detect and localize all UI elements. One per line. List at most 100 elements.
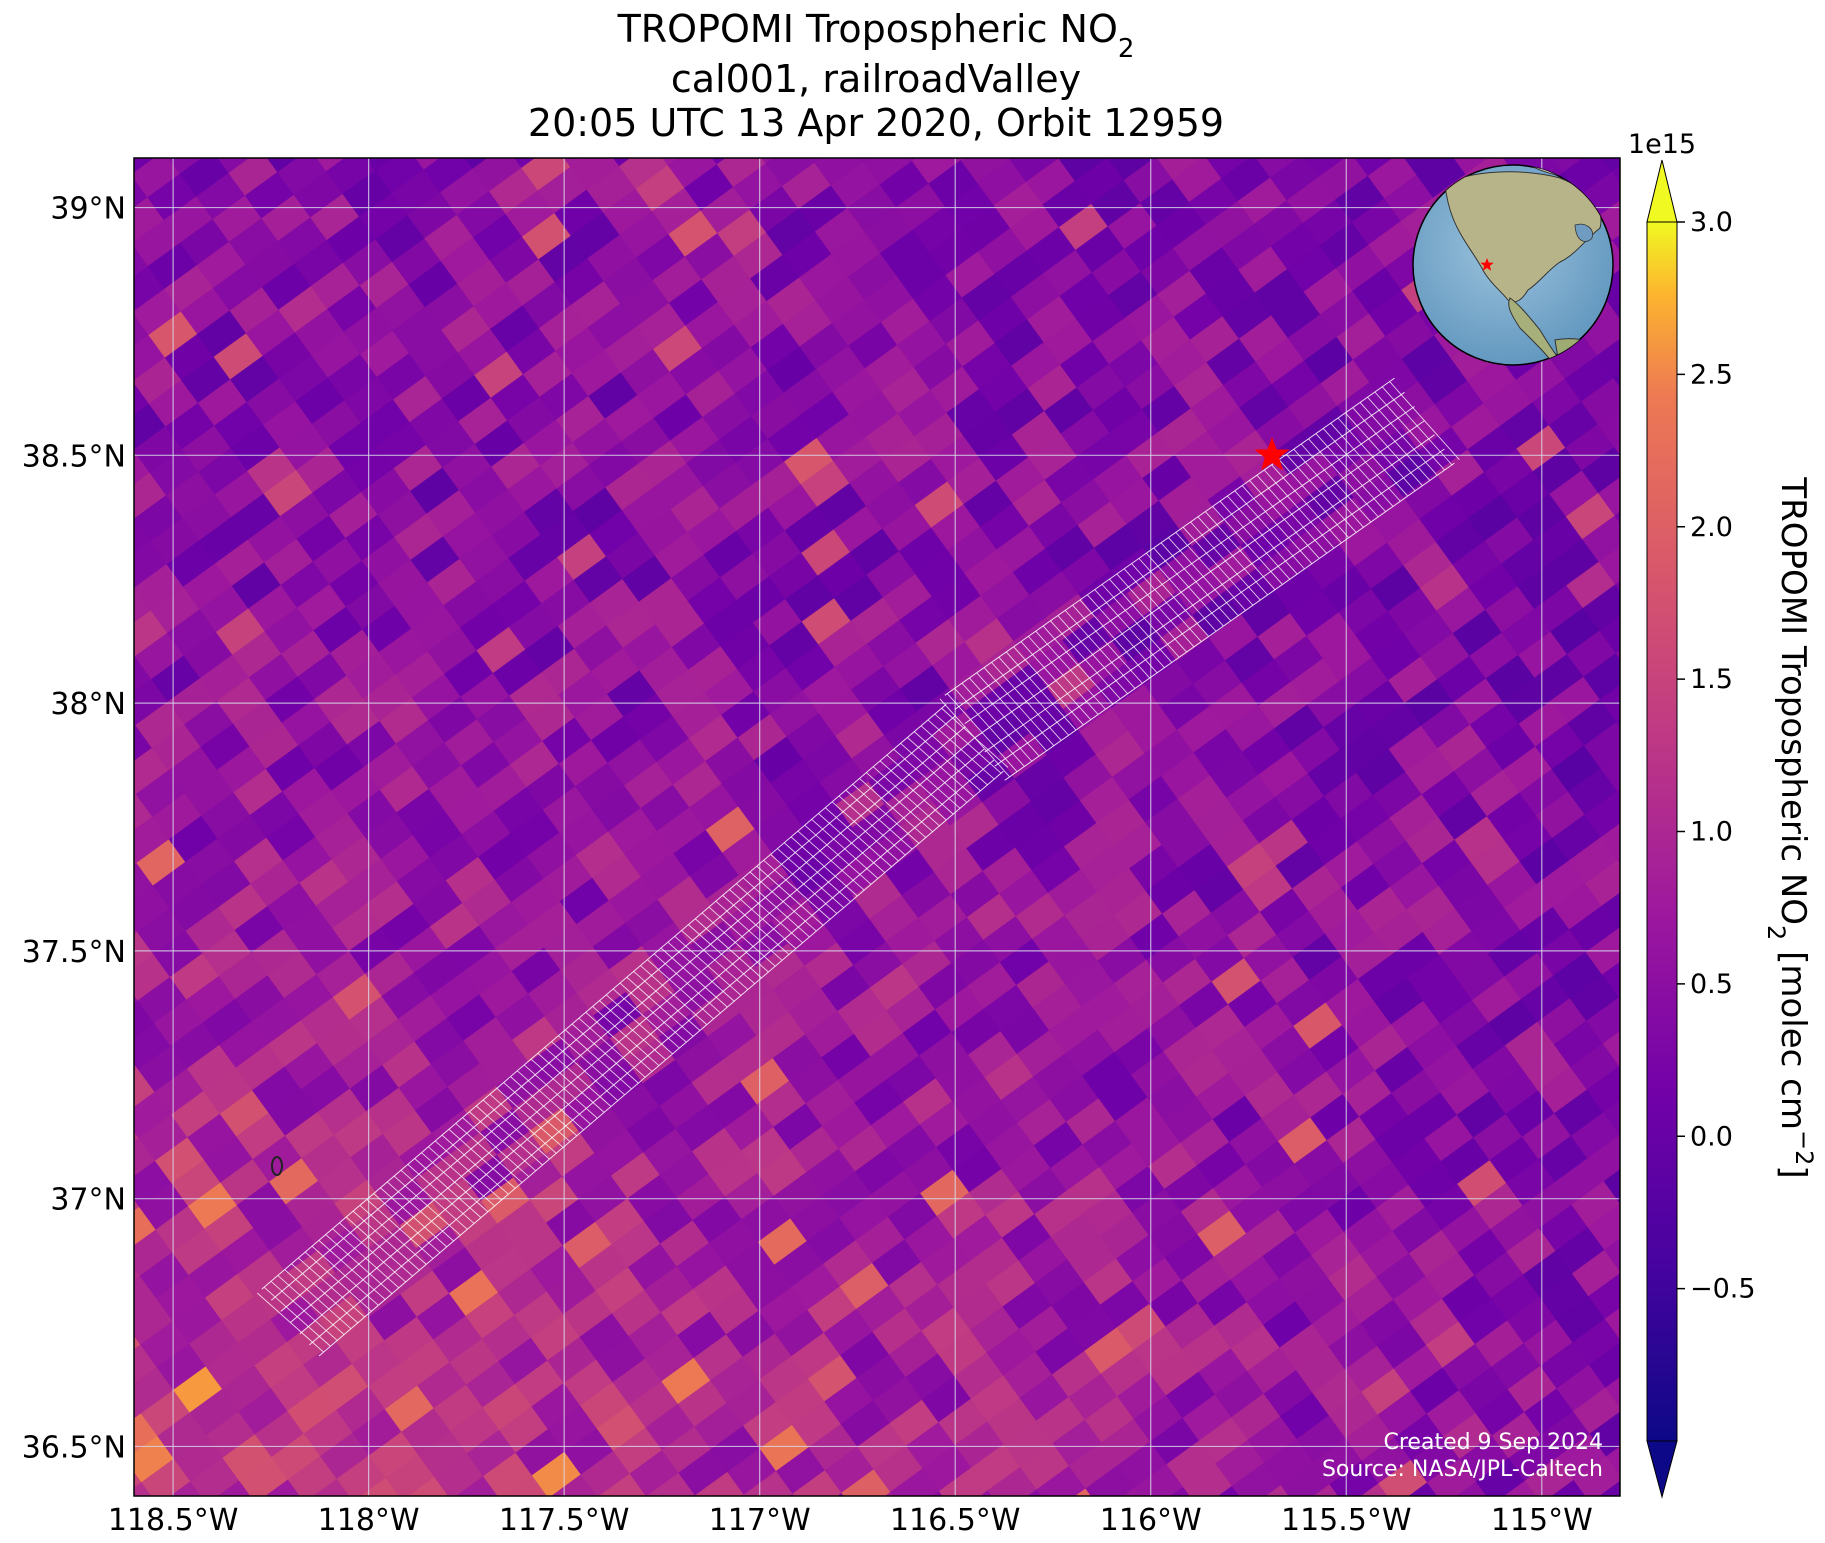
no2-pixel	[1612, 79, 1661, 125]
swath-line	[517, 1070, 584, 1131]
swath-line	[984, 434, 1435, 753]
swath-line	[770, 854, 838, 914]
swath-line	[879, 760, 947, 821]
no2-pixel	[70, 611, 119, 657]
swath-line	[414, 1158, 482, 1218]
swath-line	[797, 830, 865, 891]
latitude-axis: 39°N 38.5°N 38°N 37.5°N 37°N 36.5°N	[22, 192, 126, 1466]
no2-pixel	[134, 1130, 140, 1143]
no2-pixel	[69, 474, 118, 520]
swath-line	[667, 941, 735, 1002]
no2-pixel	[1603, 1100, 1620, 1136]
no2-pixel	[75, 1231, 124, 1277]
no2-pixel	[419, 1500, 468, 1543]
no2-pixel	[1572, 1318, 1620, 1366]
swath-line	[742, 877, 810, 938]
swath-line	[1028, 636, 1099, 715]
swath-line	[503, 1082, 571, 1142]
no2-pixel	[1579, 103, 1628, 149]
swath-line	[907, 737, 974, 797]
swath-line	[1345, 412, 1416, 492]
no2-pixel	[1588, 1342, 1620, 1389]
longitude-tick-label: 116°W	[1100, 1503, 1202, 1538]
no2-pixel	[1603, 1169, 1620, 1204]
swath-line	[387, 1181, 454, 1242]
swath-line	[1322, 428, 1394, 507]
swath-line	[983, 667, 1055, 746]
no2-pixel	[503, 1474, 548, 1496]
no2-pixel	[1216, 1509, 1265, 1543]
swath-line	[1042, 625, 1114, 705]
no2-pixel	[435, 1523, 484, 1543]
no2-pixel	[1602, 1030, 1620, 1067]
no2-pixel	[53, 589, 102, 635]
no2-pixel	[1604, 1307, 1620, 1340]
swath-line	[1123, 568, 1195, 648]
swath-line	[380, 1187, 448, 1248]
no2-pixel	[228, 81, 277, 127]
swath-line	[558, 1035, 625, 1096]
swath-line	[1241, 485, 1313, 564]
swath-line	[393, 1175, 461, 1236]
swath-line	[1212, 506, 1283, 585]
swath-line	[1153, 547, 1224, 627]
no2-pixel	[1552, 158, 1584, 173]
no2-pixel	[134, 586, 135, 589]
no2-pixel	[1286, 108, 1335, 154]
no2-pixel	[1605, 1376, 1620, 1408]
no2-pixel	[1596, 338, 1620, 379]
no2-pixel	[1604, 1238, 1620, 1272]
swath-line	[496, 1088, 564, 1148]
colorbar-extend-min	[1646, 1440, 1678, 1499]
no2-pixel	[1107, 158, 1156, 181]
no2-pixel	[1613, 373, 1620, 388]
swath-line	[927, 719, 995, 780]
no2-pixel	[1531, 104, 1580, 150]
site-star-marker	[1254, 436, 1290, 471]
colorbar-gradient	[1647, 222, 1677, 1441]
no2-pixel	[1586, 997, 1620, 1045]
no2-pixel	[272, 1502, 321, 1543]
latitude-tick-label: 38.5°N	[22, 439, 126, 474]
swath-line	[448, 1128, 516, 1189]
title-line-3: 20:05 UTC 13 Apr 2020, Orbit 12959	[528, 101, 1224, 145]
no2-pixel	[1503, 1480, 1537, 1496]
no2-pixel	[98, 106, 147, 152]
no2-pixel	[1265, 1484, 1290, 1496]
swath-line	[1050, 620, 1121, 700]
swath-line	[1359, 402, 1431, 481]
swath-line	[1234, 490, 1305, 570]
swath-line	[1175, 532, 1246, 611]
swath-line	[271, 715, 957, 1301]
swath-line	[944, 377, 1395, 696]
no2-pixel	[1588, 1273, 1620, 1320]
swath-line	[482, 1099, 550, 1160]
swath-line	[462, 1117, 530, 1178]
no2-pixel	[57, 1002, 106, 1048]
swath-line	[428, 1146, 495, 1207]
swath-line	[886, 754, 954, 815]
no2-pixel	[56, 864, 105, 910]
swath-line	[811, 819, 879, 879]
swath-line	[298, 1257, 365, 1318]
no2-pixel	[375, 78, 424, 124]
no2-pixel	[1581, 377, 1620, 425]
no2-pixel	[1428, 1528, 1477, 1543]
swath-line	[681, 930, 749, 990]
no2-pixel	[1599, 1480, 1620, 1496]
no2-pixel	[1465, 82, 1514, 128]
no2-pixel	[68, 336, 117, 382]
swath-line	[544, 1047, 612, 1107]
swath-line	[270, 1280, 338, 1341]
no2-pixel	[909, 158, 918, 162]
no2-pixel	[1170, 1486, 1191, 1496]
no2-pixel	[694, 1495, 696, 1496]
swath-line	[1160, 542, 1232, 622]
no2-pixel	[217, 158, 251, 174]
swath-line	[640, 965, 708, 1025]
swath-line	[1271, 464, 1342, 544]
no2-pixel	[1585, 928, 1620, 976]
colorbar: −0.5 0.0 0.5 1.0 1.5 2.0 2.5 3.0 1e15 TROPOMI T…	[1628, 129, 1818, 1499]
no2-pixel	[1482, 105, 1531, 151]
no2-pixel	[1612, 304, 1620, 320]
